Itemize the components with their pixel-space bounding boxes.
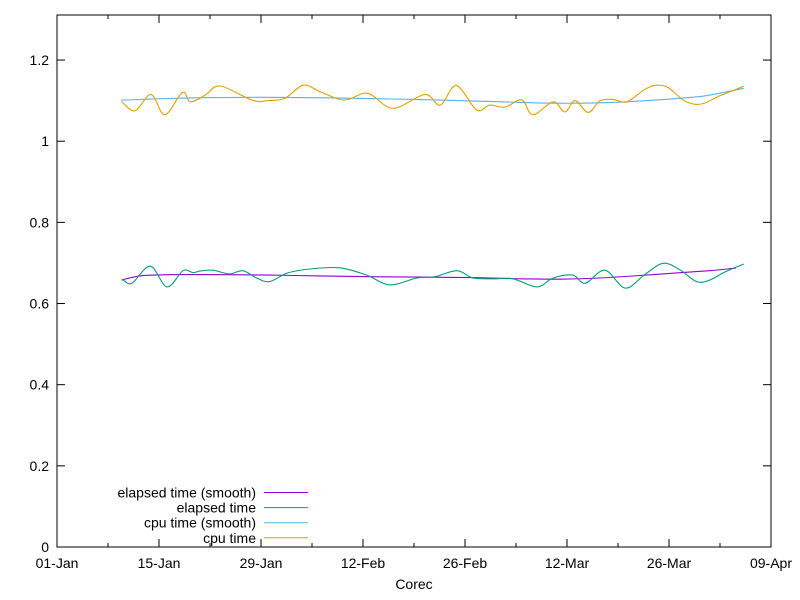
x-tick-label: 15-Jan [138,555,181,571]
series-line-cpu-time-smooth [121,87,744,104]
y-tick-label: 0 [41,539,49,555]
x-tick-label: 12-Mar [545,555,590,571]
y-tick-label: 0.8 [30,214,50,230]
plot-area: 01-Jan 15-Jan 29-Jan 12-Feb 26-Feb 12-Mar 26-M… [30,14,792,571]
legend-item-elapsed-time: elapsed time [177,500,308,516]
legend-item-elapsed-time-smooth: elapsed time (smooth) [117,485,308,501]
x-tick-label: 26-Mar [647,555,692,571]
x-tick-label: 09-Apr [750,555,792,571]
y-axis-ticks: 0 0.2 0.4 0.6 0.8 1 1.2 [30,52,771,555]
x-tick-label: 01-Jan [36,555,79,571]
x-tick-label: 26-Feb [443,555,488,571]
series-line-elapsed-time [122,262,744,289]
x-tick-label: 12-Feb [341,555,386,571]
legend-label: cpu time [203,530,256,546]
legend-label: elapsed time [177,500,257,516]
legend-label: elapsed time (smooth) [117,485,256,501]
x-axis-ticks: 01-Jan 15-Jan 29-Jan 12-Feb 26-Feb 12-Mar 26-M… [36,15,792,571]
legend-item-cpu-time-smooth: cpu time (smooth) [144,515,308,531]
series-line-cpu-time [121,84,744,116]
plot-border [56,14,772,548]
x-axis-title: Corec [395,576,432,592]
legend-label: cpu time (smooth) [144,515,256,531]
y-tick-label: 0.4 [30,377,50,393]
y-tick-label: 1.2 [30,52,50,68]
x-tick-label: 29-Jan [240,555,283,571]
y-tick-label: 1 [41,133,49,149]
legend-item-cpu-time: cpu time [203,530,308,546]
y-tick-label: 0.2 [30,458,50,474]
series-line-elapsed-time-smooth [121,267,736,281]
y-tick-label: 0.6 [30,296,50,312]
